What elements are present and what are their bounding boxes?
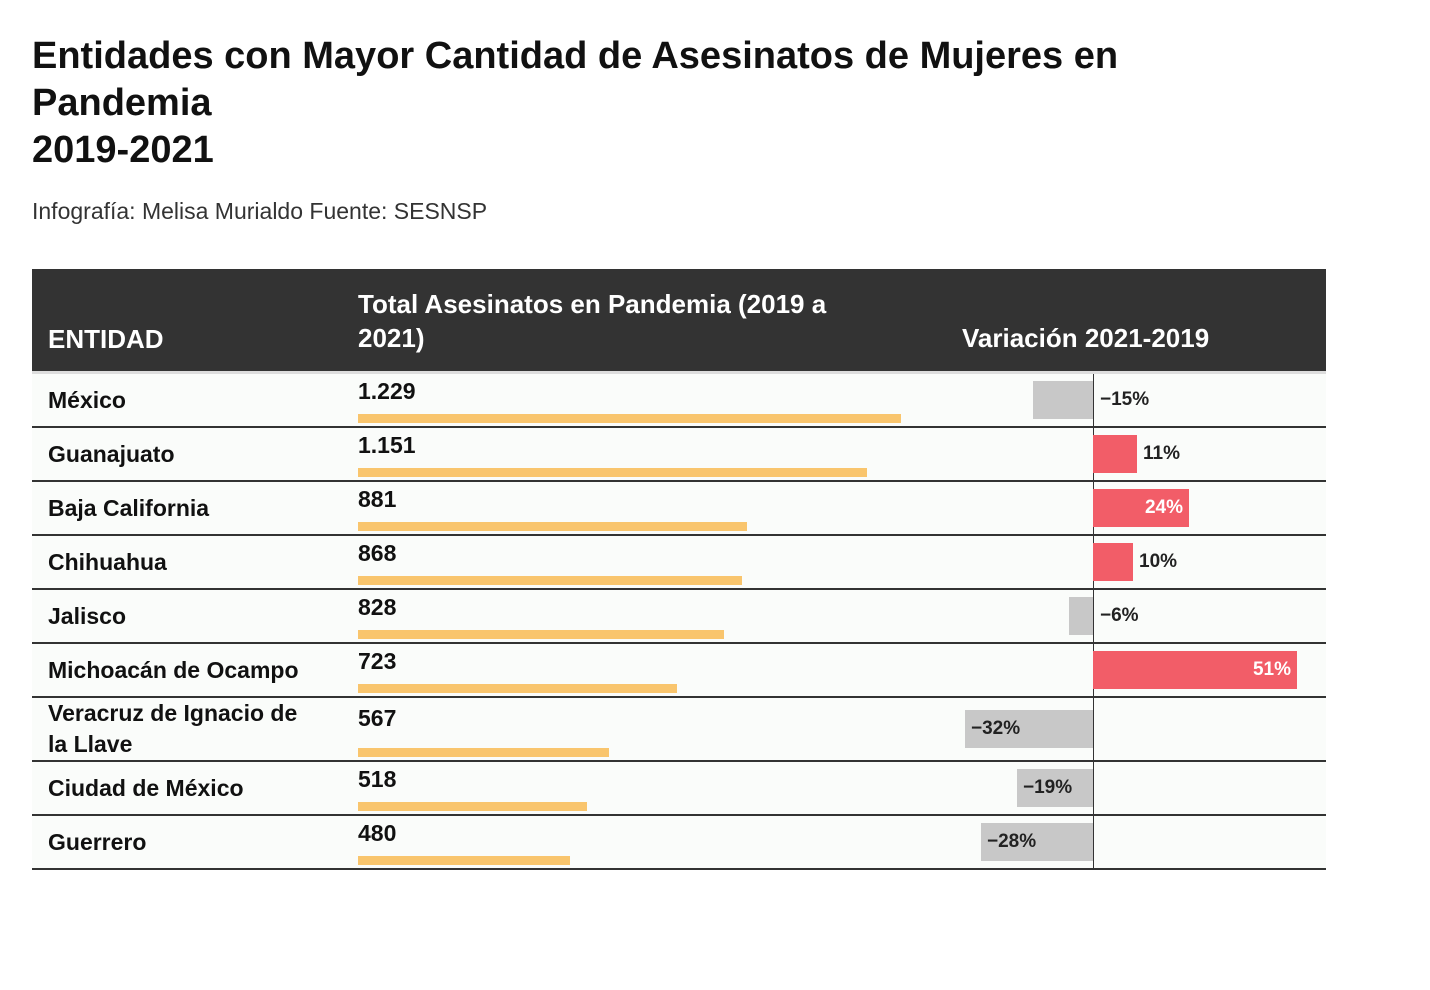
entity: Jalisco [48, 602, 126, 629]
table-body: México 1.229 −15% Guanajuato 1.151 11% Baja Ca… [32, 374, 1326, 870]
variation-label: 11% [1143, 443, 1180, 464]
column-header: ENTIDAD [48, 324, 164, 354]
entity-cell: Veracruz de Ignacio de la Llave [32, 698, 332, 760]
title: Entidades con Mayor Cantidad de Asesinat… [32, 35, 1119, 171]
total-cell: 567 [332, 698, 942, 760]
variation-bar [965, 710, 1093, 748]
total-bar [358, 748, 609, 757]
total-label: 480 [358, 820, 397, 846]
table-row: Chihuahua 868 10% [32, 536, 1326, 590]
variation-bar [1017, 769, 1093, 807]
entity-cell: Jalisco [32, 590, 332, 642]
total-bar [358, 522, 748, 531]
entity: México [48, 386, 126, 413]
table: ENTIDAD Total Asesinatos en Pandemia (20… [32, 269, 1326, 870]
zero-axis [1093, 816, 1094, 870]
variation-cell: −19% [942, 762, 1326, 816]
total-cell: 1.229 [332, 374, 942, 426]
entity: Baja California [48, 494, 210, 521]
total-cell: 868 [332, 536, 942, 588]
variation-label: −32% [971, 718, 1021, 739]
total-label: 518 [358, 766, 397, 792]
variation-label: 24% [1144, 497, 1183, 518]
entity-cell: Ciudad de México [32, 762, 332, 814]
table-row: Guanajuato 1.151 11% [32, 428, 1326, 482]
variation-cell: −15% [942, 374, 1326, 428]
zero-axis [1093, 590, 1094, 644]
variation-cell: −32% [942, 698, 1326, 762]
variation-bar [1093, 489, 1189, 527]
entity: Michoacán de Ocampo [48, 656, 299, 683]
entity: Guanajuato [48, 440, 175, 467]
total-bar [358, 630, 724, 639]
total-cell: 1.151 [332, 428, 942, 480]
total-cell: 480 [332, 816, 942, 868]
variation-bar [1069, 597, 1093, 635]
entity: Ciudad de México [48, 774, 244, 801]
variation-bar [1093, 435, 1137, 473]
table-header: ENTIDAD Total Asesinatos en Pandemia (20… [32, 269, 1326, 374]
variation-label: −19% [1023, 777, 1073, 798]
zero-axis [1093, 698, 1094, 762]
entity-cell: México [32, 374, 332, 426]
total-cell: 828 [332, 590, 942, 642]
entity: Chihuahua [48, 548, 167, 575]
variation-label: −15% [1100, 389, 1150, 410]
variation-bar [1093, 543, 1133, 581]
zero-axis [1093, 374, 1094, 428]
variation-cell: 24% [942, 482, 1326, 536]
variation-cell: −28% [942, 816, 1326, 870]
column-header: Variación 2021-2019 [962, 323, 1210, 353]
table-row: Ciudad de México 518 −19% [32, 762, 1326, 816]
total-label: 723 [358, 648, 397, 674]
total-bar [358, 414, 901, 423]
total-bar [358, 468, 867, 477]
variation-cell: 10% [942, 536, 1326, 590]
column-header: Total Asesinatos en Pandemia (2019 a 202… [358, 289, 827, 353]
variation-label: 10% [1139, 551, 1178, 572]
total-label: 881 [358, 486, 397, 512]
total-bar [358, 856, 571, 865]
table-row: Guerrero 480 −28% [32, 816, 1326, 870]
variation-bar [1093, 651, 1297, 689]
entity-cell: Baja California [32, 482, 332, 534]
total-bar [358, 576, 742, 585]
total-cell: 881 [332, 482, 942, 534]
variation-cell: 51% [942, 644, 1326, 698]
entity: Veracruz de Ignacio de la Llave [48, 700, 298, 757]
entity-cell: Chihuahua [32, 536, 332, 588]
table-row: Michoacán de Ocampo 723 51% [32, 644, 1326, 698]
total-label: 567 [358, 705, 397, 731]
total-label: 868 [358, 540, 397, 566]
total-cell: 518 [332, 762, 942, 814]
variation-label: −6% [1100, 605, 1139, 626]
total-label: 828 [358, 594, 397, 620]
table-row: México 1.229 −15% [32, 374, 1326, 428]
table-row: Baja California 881 24% [32, 482, 1326, 536]
total-label: 1.151 [358, 432, 416, 458]
table-row: Jalisco 828 −6% [32, 590, 1326, 644]
subtitle: Infografía: Melisa Murialdo Fuente: SESN… [32, 198, 488, 224]
total-label: 1.229 [358, 378, 416, 404]
entity-cell: Michoacán de Ocampo [32, 644, 332, 696]
variation-cell: 11% [942, 428, 1326, 482]
variation-label: 51% [1252, 659, 1291, 680]
entity: Guerrero [48, 828, 147, 855]
total-bar [358, 802, 587, 811]
total-cell: 723 [332, 644, 942, 696]
entity-cell: Guerrero [32, 816, 332, 868]
table-row: Veracruz de Ignacio de la Llave 567 −32% [32, 698, 1326, 762]
variation-bar [981, 823, 1093, 861]
variation-bar [1033, 381, 1093, 419]
entity-cell: Guanajuato [32, 428, 332, 480]
zero-axis [1093, 762, 1094, 816]
variation-cell: −6% [942, 590, 1326, 644]
total-bar [358, 684, 678, 693]
variation-label: −28% [987, 831, 1037, 852]
